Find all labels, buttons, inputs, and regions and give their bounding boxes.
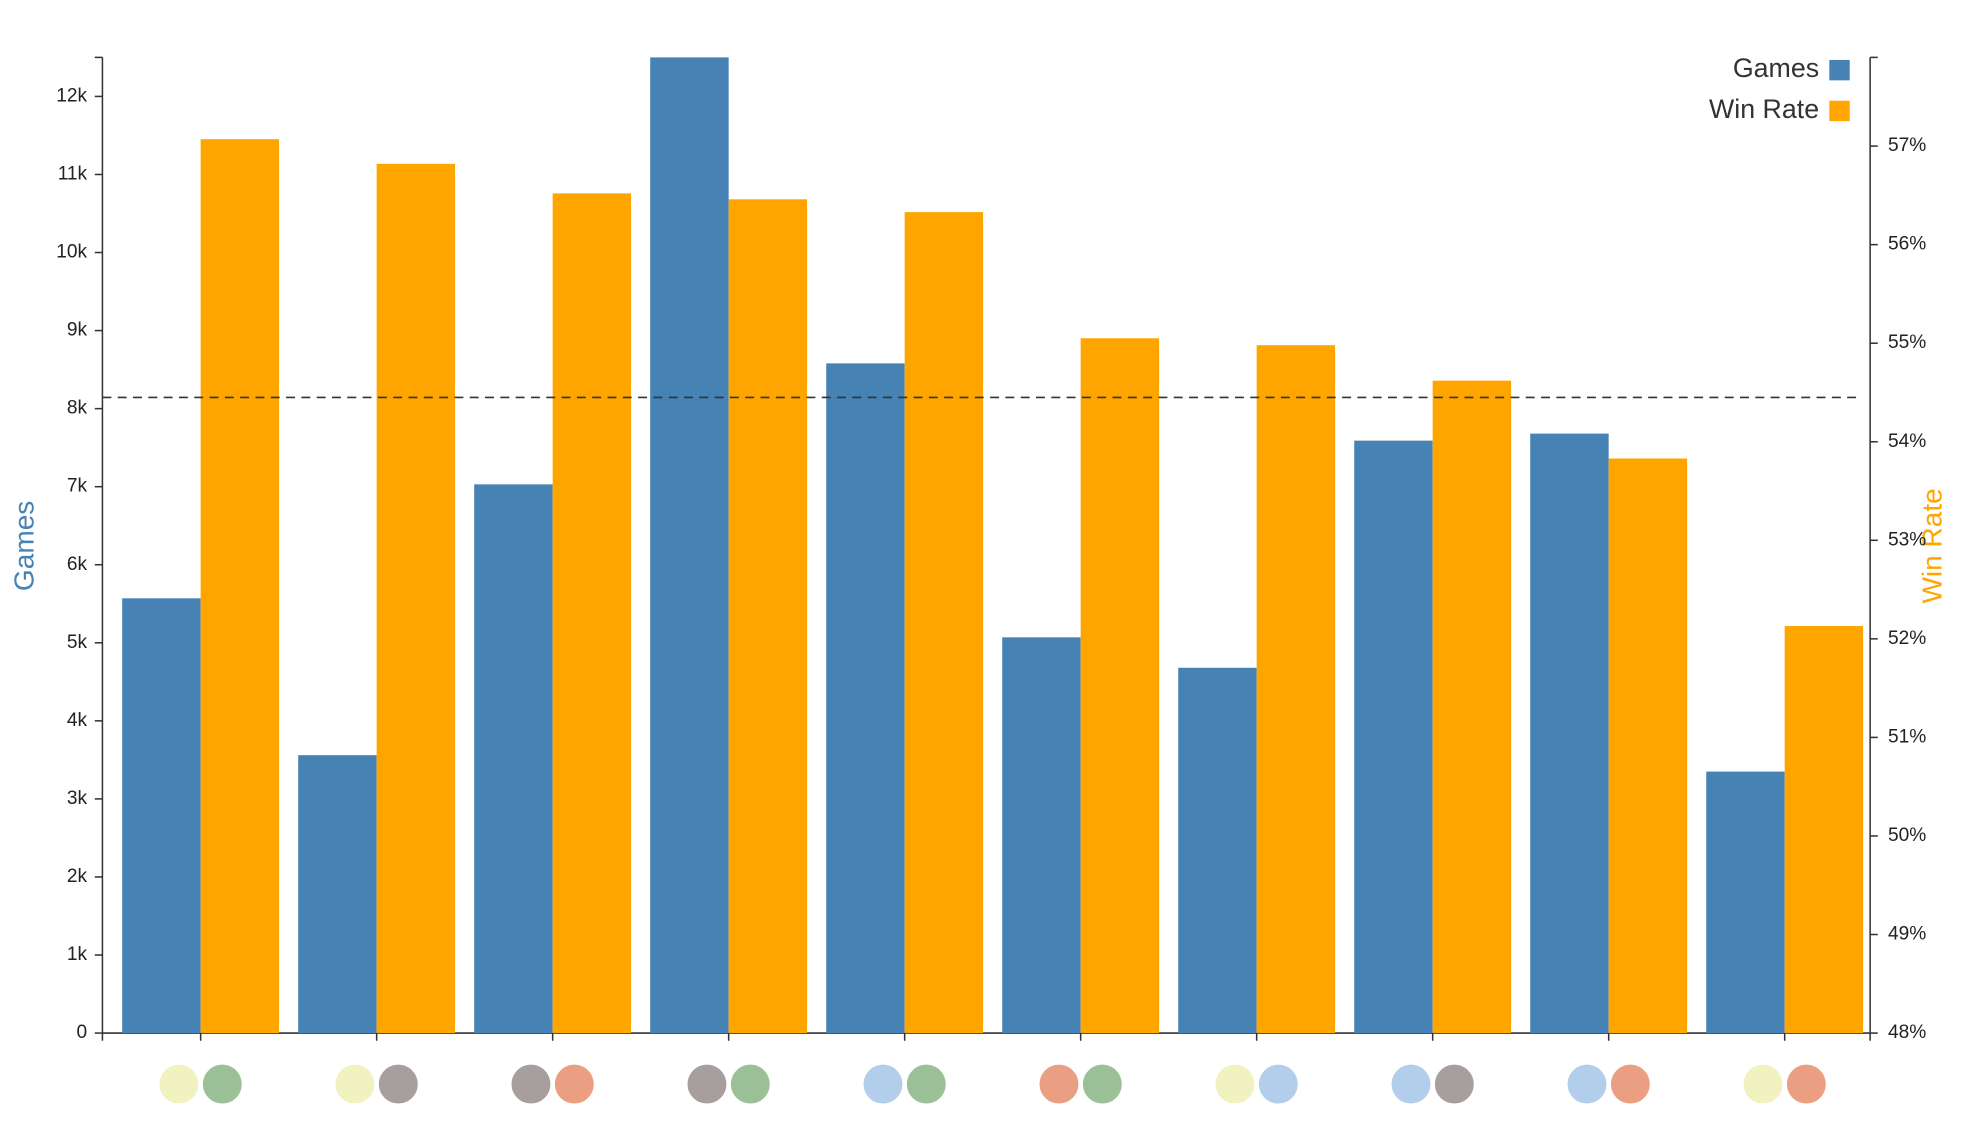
legend-swatch — [1829, 100, 1850, 122]
mana-icon — [861, 1062, 905, 1106]
mana-icon — [157, 1062, 201, 1106]
y-tick-label: 12k — [56, 85, 87, 106]
y-tick-label: 6k — [67, 554, 88, 575]
mana-icon — [1784, 1062, 1828, 1106]
mana-icon — [1608, 1062, 1652, 1106]
y2-axis-label: Win Rate — [1916, 488, 1947, 603]
mana-icon — [1256, 1062, 1300, 1106]
mana-icon — [333, 1062, 377, 1106]
y2-tick-label: 56% — [1888, 234, 1926, 255]
bar — [1354, 440, 1433, 1034]
y2-tick-label: 54% — [1888, 431, 1926, 452]
y2-tick-label: 55% — [1888, 332, 1926, 353]
mana-icon — [1432, 1062, 1476, 1106]
y-tick-label: 4k — [67, 710, 88, 731]
bar — [1784, 626, 1864, 1034]
mana-icon — [1037, 1062, 1081, 1106]
mana-icon — [728, 1062, 772, 1106]
y-tick-label: 3k — [67, 788, 88, 809]
mana-icon — [509, 1062, 553, 1106]
y-tick-label: 2k — [67, 866, 88, 887]
mana-icon — [1741, 1062, 1785, 1106]
bar — [826, 363, 905, 1034]
y-tick-label: 7k — [67, 476, 88, 497]
y-tick-label: 8k — [67, 398, 88, 419]
y2-tick-label: 50% — [1888, 825, 1926, 846]
y-tick-label: 11k — [58, 164, 88, 185]
mana-icon — [1080, 1062, 1124, 1106]
bar — [1178, 667, 1257, 1034]
bar — [1432, 380, 1512, 1034]
bar — [200, 139, 280, 1034]
y-tick-label: 1k — [67, 944, 88, 965]
bar — [1002, 637, 1081, 1034]
bar — [1256, 345, 1336, 1034]
bar — [1080, 338, 1160, 1034]
mana-icon — [1213, 1062, 1257, 1106]
mana-icon — [1565, 1062, 1609, 1106]
bar — [376, 163, 456, 1034]
bar — [728, 199, 808, 1034]
bar — [474, 484, 553, 1034]
y-tick-label: 5k — [67, 632, 88, 653]
y2-tick-label: 48% — [1888, 1022, 1926, 1043]
legend-label: Win Rate — [1709, 94, 1819, 124]
y-tick-label: 0 — [76, 1022, 87, 1043]
mana-icon — [552, 1062, 596, 1106]
bar — [552, 193, 632, 1034]
bar — [1530, 433, 1609, 1034]
mana-icon — [200, 1062, 244, 1106]
y2-tick-label: 49% — [1888, 924, 1926, 945]
bar — [1706, 771, 1785, 1034]
mana-icon — [904, 1062, 948, 1106]
mana-icon — [1389, 1062, 1433, 1106]
mana-icon — [685, 1062, 729, 1106]
category-icons — [157, 1062, 1828, 1106]
bar — [298, 755, 377, 1034]
bar — [650, 57, 729, 1034]
bar — [1608, 458, 1688, 1034]
y-tick-label: 10k — [56, 242, 87, 263]
bar — [904, 212, 984, 1034]
legend-label: Games — [1733, 53, 1819, 83]
y2-tick-label: 52% — [1888, 628, 1926, 649]
y2-tick-label: 51% — [1888, 726, 1926, 747]
y2-tick-label: 53% — [1888, 529, 1926, 550]
y-axis-label: Games — [8, 501, 39, 591]
bar — [122, 598, 201, 1034]
legend-swatch — [1829, 59, 1850, 81]
y2-tick-label: 57% — [1888, 135, 1926, 156]
y-tick-label: 9k — [67, 320, 88, 341]
mana-icon — [376, 1062, 420, 1106]
